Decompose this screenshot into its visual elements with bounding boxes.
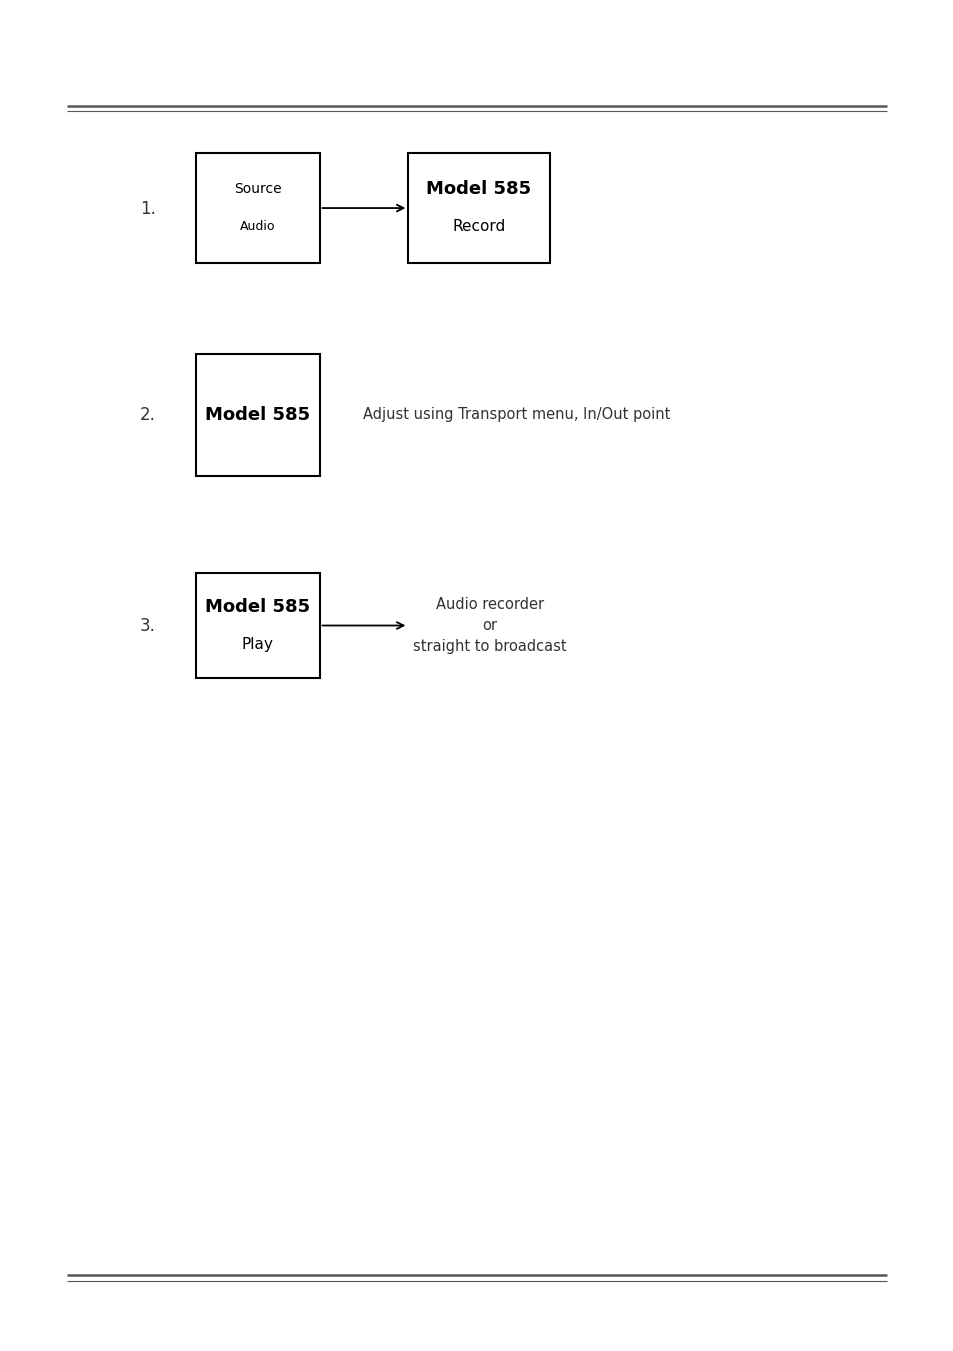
Text: 2.: 2. [140,405,155,424]
Bar [408,153,549,263]
Text: Model 585: Model 585 [205,405,310,424]
Text: Model 585: Model 585 [205,597,310,616]
Text: Audio recorder
or
straight to broadcast: Audio recorder or straight to broadcast [413,597,566,654]
Text: Record: Record [452,219,505,235]
Bar [195,354,319,476]
Text: Play: Play [241,636,274,653]
Text: 3.: 3. [140,616,155,635]
Text: Source: Source [233,182,281,196]
Bar [195,153,319,263]
Bar [195,573,319,678]
Text: Audio: Audio [239,220,275,234]
Text: 1.: 1. [140,200,155,219]
Text: Model 585: Model 585 [426,180,531,199]
Text: Adjust using Transport menu, In/Out point: Adjust using Transport menu, In/Out poin… [362,407,669,423]
